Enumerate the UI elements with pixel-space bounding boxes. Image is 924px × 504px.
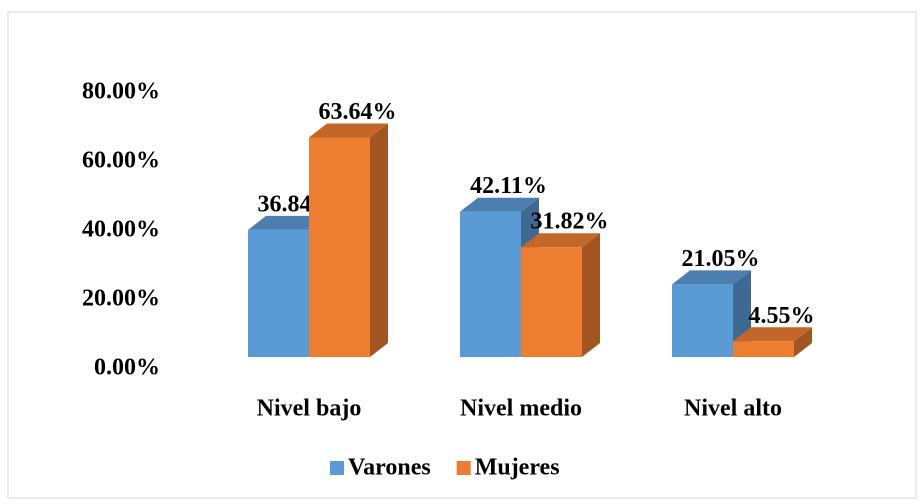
bar-top: [672, 270, 751, 285]
x-tick-label: Nivel alto: [684, 396, 782, 422]
x-tick-label: Nivel medio: [460, 396, 582, 422]
value-label: 4.55%: [749, 303, 815, 329]
bar: [733, 341, 794, 357]
x-tick-label: Nivel bajo: [257, 396, 362, 422]
y-tick-label: 0.00%: [94, 355, 160, 381]
bar: [672, 284, 733, 357]
bar: [460, 211, 521, 357]
bar-side: [794, 327, 812, 357]
y-tick-label: 20.00%: [82, 286, 160, 312]
value-label: 63.64%: [319, 99, 397, 125]
value-label: 31.82%: [531, 209, 609, 235]
bar-top: [521, 233, 600, 248]
value-label: 21.05%: [682, 246, 760, 272]
value-label: 42.11%: [470, 173, 547, 199]
bar: [248, 229, 309, 357]
bar-top: [460, 197, 539, 212]
y-tick-label: 60.00%: [82, 148, 160, 174]
y-tick-label: 80.00%: [82, 79, 160, 105]
bar-top: [309, 123, 388, 138]
y-tick-label: 40.00%: [82, 217, 160, 243]
legend-swatch: [456, 461, 471, 475]
bar: [309, 137, 370, 357]
bar-side: [582, 233, 600, 357]
legend-swatch: [330, 461, 344, 475]
bar-top: [248, 215, 327, 230]
legend-label: Mujeres: [475, 455, 560, 481]
bar-top: [733, 327, 812, 342]
bar: [521, 247, 582, 357]
chart-frame: [7, 11, 917, 499]
legend-label: Varones: [348, 455, 431, 481]
bar-side: [370, 123, 388, 357]
